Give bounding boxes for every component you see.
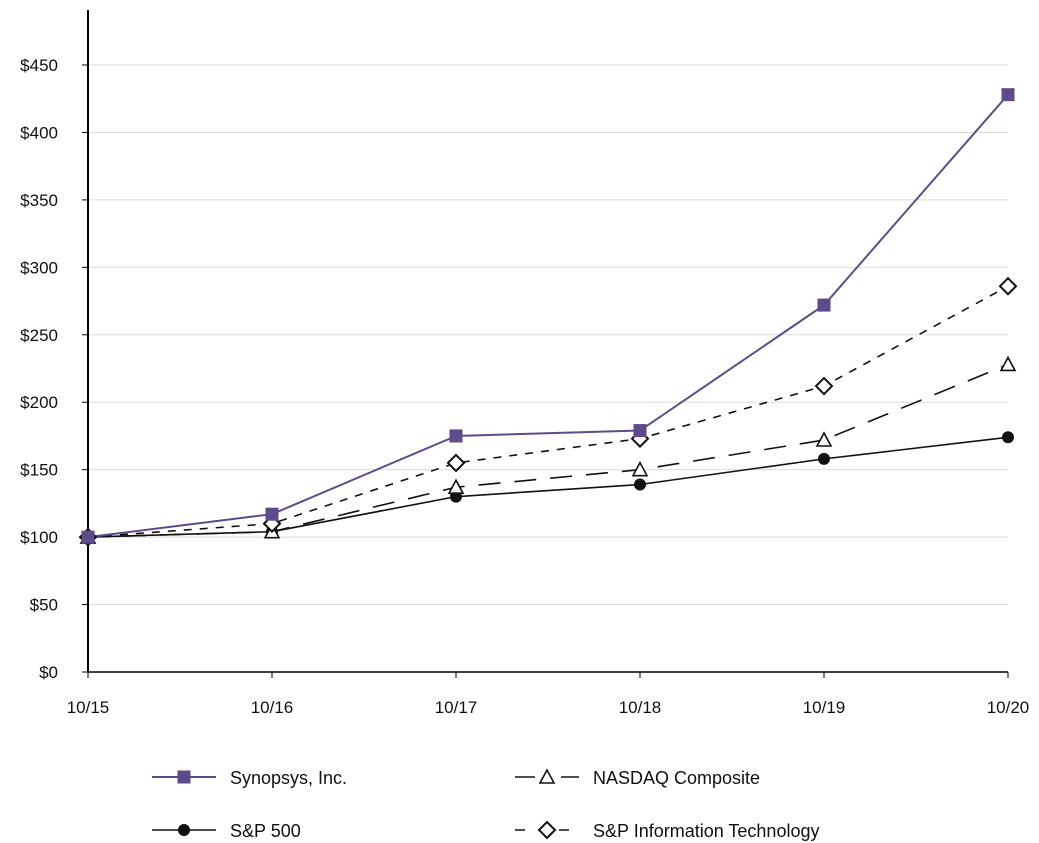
series-lines	[87, 94, 1009, 539]
y-tick-label: $400	[20, 123, 58, 142]
series-line	[87, 285, 1009, 538]
legend-item: Synopsys, Inc.	[152, 768, 347, 788]
data-point	[449, 429, 463, 443]
data-point	[634, 478, 646, 491]
legend: Synopsys, Inc. NASDAQ Composite S&P 500 S&P…	[152, 768, 819, 841]
x-tick-label: 10/15	[67, 698, 110, 717]
axes	[87, 10, 1008, 673]
data-point	[1002, 431, 1014, 444]
data-point	[815, 431, 833, 447]
data-point	[814, 376, 834, 396]
data-point	[999, 355, 1017, 372]
data-point	[631, 460, 649, 477]
x-tick-label: 10/19	[803, 698, 846, 717]
series-markers	[78, 88, 1018, 547]
y-axis-ticks: $0 $50 $100 $150 $200 $250 $300 $350 $400 $450	[20, 56, 88, 682]
x-axis-ticks: 10/15 10/16 10/17 10/18 10/19 10/20	[67, 672, 1030, 717]
gridlines	[88, 64, 1008, 606]
legend-marker	[537, 820, 557, 840]
legend-label: S&P 500	[230, 821, 301, 841]
y-tick-label: $200	[20, 393, 58, 412]
legend-label: Synopsys, Inc.	[230, 768, 347, 788]
legend-item: S&P 500	[152, 821, 301, 841]
legend-label: NASDAQ Composite	[593, 768, 760, 788]
legend-marker	[178, 824, 190, 836]
data-point	[81, 530, 95, 544]
data-point	[446, 453, 466, 473]
y-tick-label: $100	[20, 528, 58, 547]
legend-marker	[177, 770, 191, 784]
y-tick-label: $300	[20, 258, 58, 277]
y-tick-label: $0	[39, 663, 58, 682]
data-point	[265, 507, 279, 521]
data-point	[1001, 88, 1015, 102]
data-point	[998, 276, 1018, 296]
y-tick-label: $450	[20, 56, 58, 75]
legend-label: S&P Information Technology	[593, 821, 819, 841]
series-line	[87, 94, 1009, 539]
y-tick-label: $50	[30, 596, 58, 615]
data-point	[633, 424, 647, 438]
legend-marker	[538, 768, 556, 784]
data-point	[817, 298, 831, 312]
data-point	[447, 478, 465, 495]
series-line	[87, 436, 1009, 538]
legend-item: NASDAQ Composite	[515, 768, 760, 788]
x-tick-label: 10/18	[619, 698, 662, 717]
y-tick-label: $250	[20, 326, 58, 345]
x-tick-label: 10/20	[987, 698, 1030, 717]
x-tick-label: 10/16	[251, 698, 294, 717]
legend-item: S&P Information Technology	[515, 820, 819, 841]
x-tick-label: 10/17	[435, 698, 478, 717]
series-line	[87, 363, 1009, 538]
y-tick-label: $350	[20, 191, 58, 210]
data-point	[818, 452, 830, 465]
y-tick-label: $150	[20, 461, 58, 480]
